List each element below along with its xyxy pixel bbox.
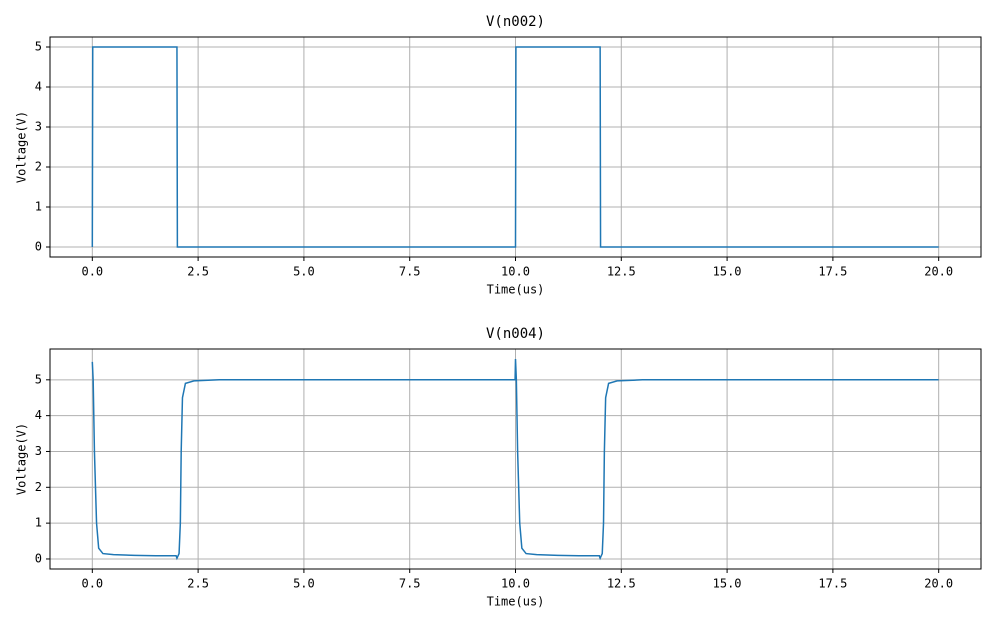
data-line [91,358,939,561]
x-axis-label: Time(us) [487,283,545,297]
x-tick-label: 20.0 [924,577,953,591]
x-tick-label: 12.5 [607,577,636,591]
x-tick-label: 0.0 [81,265,103,279]
y-tick-label: 3 [35,444,42,458]
x-tick-label: 12.5 [607,265,636,279]
chart-title: V(n002) [486,14,545,30]
y-tick-label: 5 [35,40,42,54]
y-tick-label: 4 [35,408,42,422]
x-tick-label: 17.5 [818,577,847,591]
y-tick-label: 5 [35,372,42,386]
x-tick-label: 15.0 [713,265,742,279]
x-tick-label: 20.0 [924,265,953,279]
axes-frame [49,348,982,570]
y-tick-label: 3 [35,120,42,134]
x-tick-label: 10.0 [501,577,530,591]
x-tick-label: 10.0 [501,265,530,279]
y-tick-label: 0 [35,240,42,254]
axes-frame [49,36,982,258]
x-tick-label: 7.5 [399,577,421,591]
x-tick-label: 0.0 [81,577,103,591]
x-tick-label: 17.5 [818,265,847,279]
x-axis-label: Time(us) [487,595,545,609]
y-tick-label: 1 [35,516,42,530]
y-tick-label: 4 [35,80,42,94]
y-tick-label: 2 [35,480,42,494]
y-tick-label: 0 [35,551,42,565]
x-tick-label: 5.0 [293,265,315,279]
x-tick-label: 2.5 [187,265,209,279]
x-tick-label: 7.5 [399,265,421,279]
y-tick-label: 2 [35,160,42,174]
y-axis-label: Voltage(V) [15,423,29,495]
x-tick-label: 5.0 [293,577,315,591]
x-tick-label: 15.0 [713,577,742,591]
data-line [91,46,939,248]
y-axis-label: Voltage(V) [15,111,29,183]
x-tick-label: 2.5 [187,577,209,591]
y-tick-label: 1 [35,200,42,214]
chart-title: V(n004) [486,326,545,342]
